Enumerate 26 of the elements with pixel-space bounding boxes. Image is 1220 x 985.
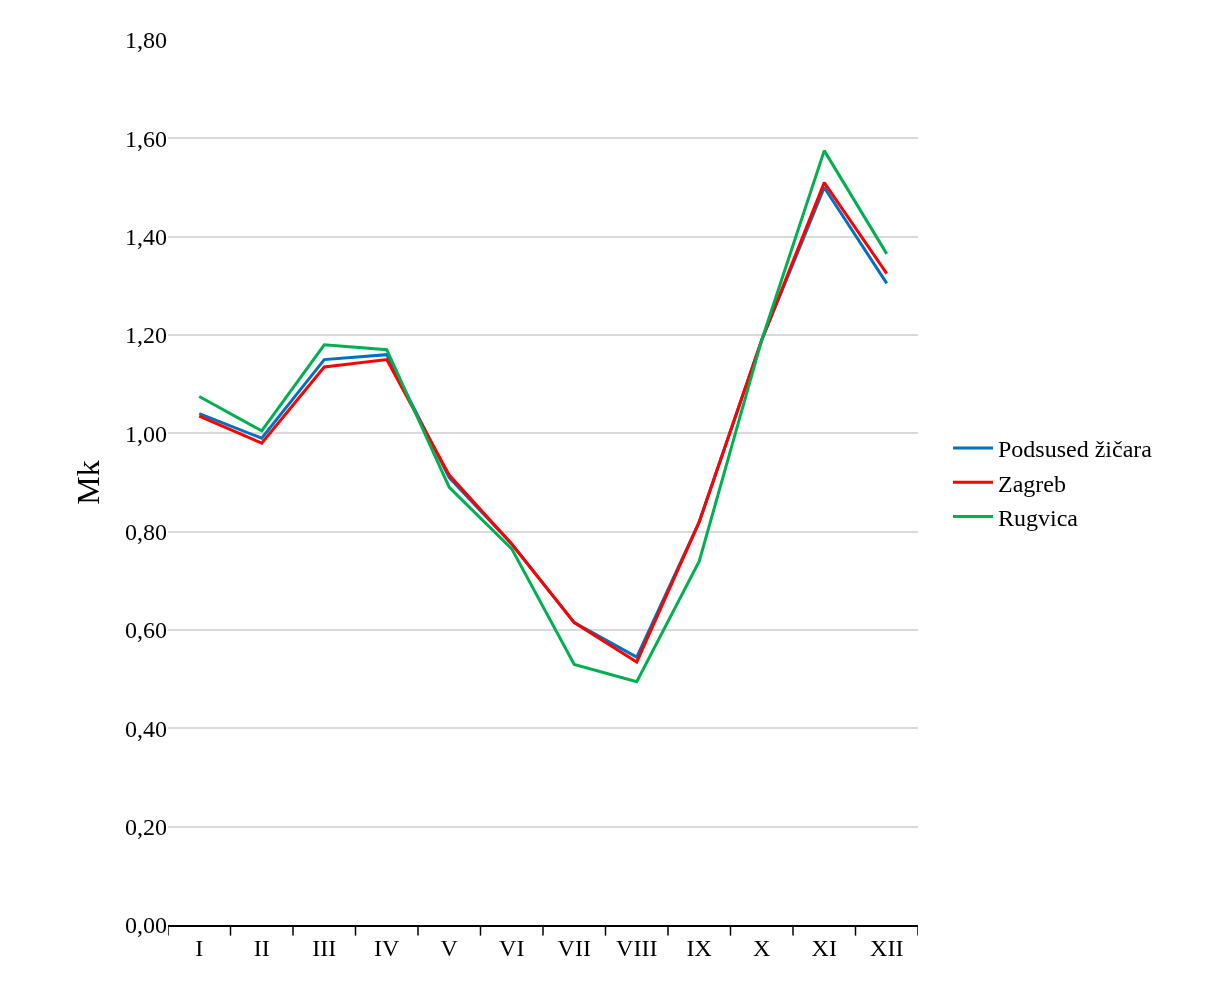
legend-label: Podsused žičara — [998, 436, 1153, 463]
x-tick-label: II — [253, 934, 270, 961]
x-tick-label: XI — [811, 934, 837, 961]
y-tick-label: 1,00 — [125, 420, 167, 447]
legend-label: Rugvica — [998, 504, 1079, 531]
y-tick-label: 1,60 — [125, 125, 167, 152]
x-tick-label: I — [195, 934, 204, 961]
y-tick-label: 0,20 — [125, 814, 167, 841]
y-axis-title: Mk — [70, 460, 107, 505]
x-tick-label: IV — [374, 934, 401, 961]
x-tick-label: VI — [499, 934, 525, 961]
y-tick-label: 0,40 — [125, 715, 167, 742]
x-tick-label: III — [312, 934, 337, 961]
y-tick-label: 1,20 — [125, 322, 167, 349]
y-tick-label: 1,40 — [125, 224, 167, 251]
x-tick-label: XII — [870, 934, 904, 961]
x-tick-label: VIII — [616, 934, 658, 961]
x-tick-label: X — [753, 934, 771, 961]
x-tick-label: V — [440, 934, 459, 961]
legend-label: Zagreb — [998, 470, 1066, 497]
y-tick-label: 0,80 — [125, 519, 167, 546]
x-tick-label: IX — [686, 934, 712, 961]
y-tick-label: 0,00 — [125, 912, 167, 939]
x-tick-label: VII — [557, 934, 591, 961]
y-tick-label: 1,80 — [125, 27, 167, 54]
y-tick-label: 0,60 — [125, 617, 167, 644]
